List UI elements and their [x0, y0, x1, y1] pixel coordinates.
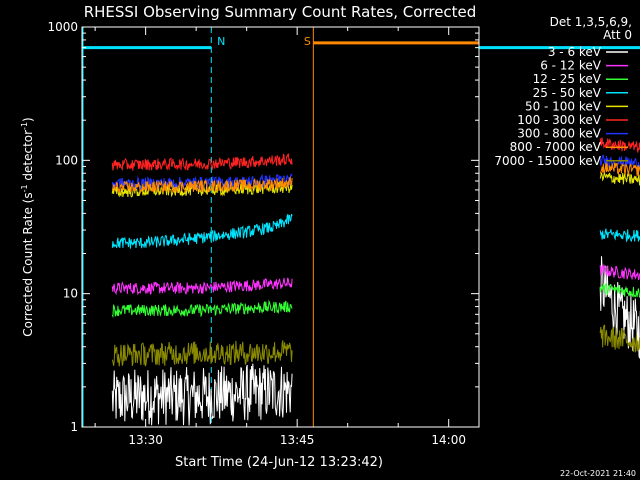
series-layer [111, 137, 640, 426]
saa-label: S [304, 35, 311, 48]
y-axis-label: Corrected Count Rate (s-1 detector-1) [20, 117, 35, 336]
series-800to7000keV [111, 162, 640, 195]
legend-label: 25 - 50 keV [533, 86, 602, 100]
x-tick-label: 13:30 [128, 433, 163, 447]
series-25to50keV [111, 213, 640, 249]
plot-frame [81, 26, 480, 428]
series-line-segment [111, 340, 293, 367]
legend-label: 12 - 25 keV [533, 72, 602, 86]
legend-label: 50 - 100 keV [525, 99, 602, 113]
x-tick-label: 14:00 [431, 433, 466, 447]
night-label: N [217, 35, 225, 48]
x-tick-label: 13:45 [280, 433, 315, 447]
y-axis-label-prefix: Corrected Count Rate (s [21, 192, 35, 336]
series-6to12keV [111, 263, 640, 296]
footer-timestamp: 22-Oct-2021 21:40 [560, 469, 636, 478]
legend-header-line-2: Att 0 [603, 28, 632, 42]
legend-label: 3 - 6 keV [548, 45, 602, 59]
series-3to6keV [111, 256, 640, 426]
y-axis-label-exp-1: -1 [20, 184, 29, 192]
legend-label: 300 - 800 keV [517, 127, 601, 141]
y-axis-label-suffix: ) [21, 117, 35, 122]
series-100to300keV [111, 137, 640, 172]
x-axis-label: Start Time (24-Jun-12 13:23:42) [175, 455, 383, 470]
legend-label: 7000 - 15000 keV [494, 154, 601, 168]
legend-label: 6 - 12 keV [540, 59, 602, 73]
y-axis-label-mid: detector [21, 130, 35, 185]
y-tick-label: 100 [55, 153, 78, 167]
legend-label: 100 - 300 keV [517, 113, 601, 127]
series-12to25keV [111, 283, 640, 319]
series-line-segment [111, 176, 293, 195]
legend-header-line-1: Det 1,3,5,6,9, [550, 15, 632, 29]
axis-layer: 13:30 13:45 14:00 1 10 100 1000 [47, 20, 479, 447]
series-line-segment [111, 153, 293, 172]
series-line-segment [111, 299, 293, 319]
y-tick-label: 1 [70, 420, 78, 434]
y-axis-label-exp-2: -1 [20, 122, 29, 130]
series-7000to15000keV [111, 324, 640, 367]
series-line-segment [111, 363, 293, 426]
y-tick-label: 10 [63, 287, 78, 301]
series-line-segment [111, 277, 293, 296]
chart-title: RHESSI Observing Summary Count Rates, Co… [84, 3, 477, 21]
series-line-segment [111, 213, 293, 249]
y-tick-label: 1000 [47, 20, 78, 34]
legend-label: 800 - 7000 keV [510, 140, 602, 154]
